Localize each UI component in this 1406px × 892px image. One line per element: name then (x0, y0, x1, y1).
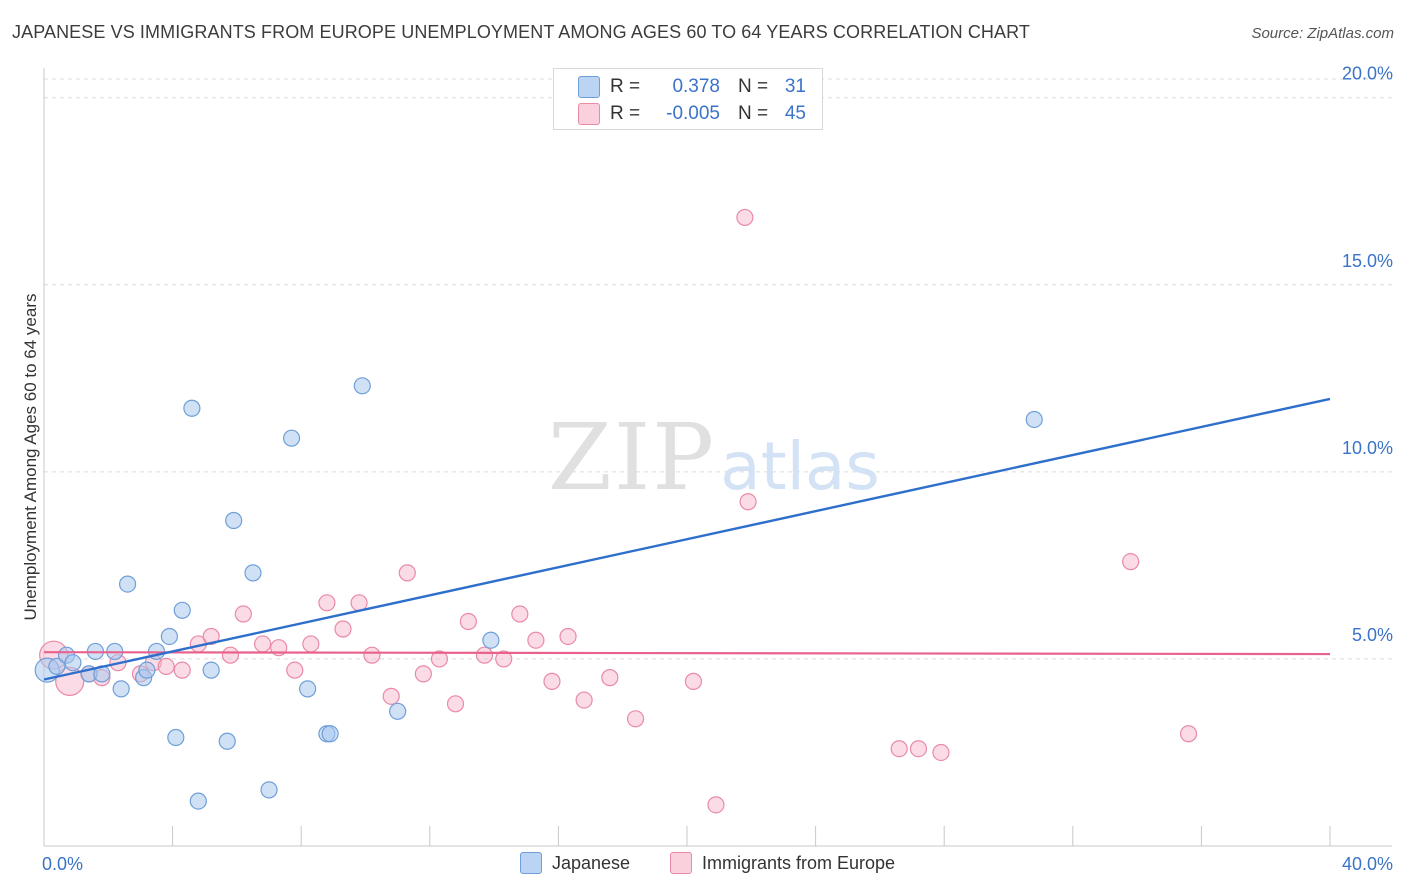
watermark-atlas: atlas (720, 428, 880, 505)
data-point-japanese (299, 680, 317, 698)
y-tick-label: 10.0% (1342, 438, 1393, 458)
bottom-legend: Japanese Immigrants from Europe (0, 852, 1406, 878)
data-point-europe (254, 635, 272, 653)
data-point-europe (1179, 725, 1198, 743)
data-point-europe (543, 672, 561, 690)
data-point-europe (1122, 553, 1140, 571)
data-point-japanese (138, 661, 156, 679)
x-tick-label: 0.0% (42, 854, 83, 874)
data-point-europe (318, 594, 336, 612)
data-point-europe (234, 605, 252, 623)
data-point-japanese (112, 680, 130, 698)
legend-label-japanese: Japanese (552, 852, 631, 873)
data-point-japanese (244, 564, 262, 582)
data-point-europe (398, 564, 416, 582)
trend-line-europe (43, 651, 1331, 656)
japanese-legend-swatch (520, 852, 542, 874)
data-point-europe (575, 691, 593, 709)
data-point-europe (511, 605, 529, 623)
chart-source: Source: ZipAtlas.com (1251, 25, 1394, 42)
data-point-europe (173, 661, 191, 679)
series-europe-points (39, 208, 1198, 814)
data-point-europe (459, 612, 477, 631)
r-label: R = (610, 76, 641, 97)
data-point-japanese (173, 601, 191, 619)
legend-item-europe[interactable]: Immigrants from Europe (670, 852, 895, 874)
data-point-japanese (202, 661, 220, 679)
y-tick-label: 20.0% (1342, 64, 1393, 84)
data-point-japanese (218, 732, 236, 750)
y-tick-label: 5.0% (1352, 625, 1393, 645)
data-point-japanese (225, 511, 243, 530)
data-point-europe (601, 669, 619, 687)
legend-item-japanese[interactable]: Japanese (520, 852, 630, 874)
data-point-japanese (189, 792, 207, 810)
data-point-europe (626, 710, 645, 728)
data-point-europe (430, 650, 449, 668)
tick-labels: 5.0% 10.0% 15.0% 20.0% 0.0% 40.0% (42, 64, 1393, 874)
chart-title: JAPANESE VS IMMIGRANTS FROM EUROPE UNEMP… (12, 22, 1030, 42)
data-point-japanese (260, 781, 278, 799)
data-point-japanese (160, 627, 178, 646)
data-point-europe (363, 646, 381, 664)
r-value: -0.005 (666, 103, 720, 124)
data-point-japanese (1025, 410, 1043, 429)
data-point-japanese (389, 702, 407, 720)
data-point-japanese (118, 575, 137, 593)
data-point-europe (202, 627, 220, 646)
watermark-zip: ZIP (548, 404, 716, 511)
x-tick-label: 40.0% (1342, 854, 1393, 874)
data-point-europe (707, 796, 725, 814)
data-point-europe (684, 672, 703, 690)
data-point-europe (157, 657, 175, 676)
data-point-europe (334, 620, 352, 638)
data-point-europe (909, 740, 928, 758)
data-point-europe (527, 631, 545, 649)
y-tick-label: 15.0% (1342, 251, 1393, 271)
stats-row-japanese: R = 0.378 N = 31 (578, 75, 806, 99)
data-point-europe (932, 743, 950, 762)
data-point-europe (736, 208, 754, 227)
legend-label-europe: Immigrants from Europe (702, 852, 896, 873)
r-value: 0.378 (672, 76, 720, 97)
n-label: N = (738, 76, 769, 97)
data-point-japanese (183, 399, 201, 417)
data-point-japanese (167, 728, 185, 747)
stats-row-europe: R = -0.005 N = 45 (578, 102, 806, 126)
data-point-europe (302, 635, 320, 653)
data-point-europe (739, 493, 757, 511)
n-value: 45 (784, 103, 806, 124)
data-point-japanese (64, 654, 82, 672)
data-point-japanese (282, 429, 301, 447)
y-axis-label: Unemployment Among Ages 60 to 64 years (21, 294, 40, 621)
data-point-europe (382, 687, 400, 705)
n-value: 31 (784, 76, 806, 97)
data-point-europe (286, 661, 304, 679)
watermark: ZIP atlas (548, 404, 880, 511)
data-point-japanese (48, 657, 66, 676)
data-point-europe (495, 650, 513, 668)
data-point-japanese (321, 725, 339, 743)
data-point-europe (414, 665, 432, 683)
data-point-japanese (482, 631, 500, 649)
data-point-japanese (353, 377, 371, 395)
japanese-swatch (578, 76, 600, 98)
series-japanese-points (34, 377, 1043, 810)
europe-swatch (578, 103, 600, 125)
trend-line-japanese (43, 397, 1331, 681)
data-point-europe (221, 646, 240, 664)
stats-legend: R = 0.378 N = 31 R = -0.005 N = 45 (553, 68, 823, 130)
trend-lines (43, 397, 1331, 681)
axes (43, 68, 1392, 847)
data-point-europe (890, 740, 908, 758)
data-point-europe (475, 646, 494, 664)
data-point-europe (446, 695, 465, 713)
r-label: R = (610, 103, 641, 124)
n-label: N = (738, 103, 769, 124)
europe-legend-swatch (670, 852, 692, 874)
data-point-europe (559, 627, 577, 646)
